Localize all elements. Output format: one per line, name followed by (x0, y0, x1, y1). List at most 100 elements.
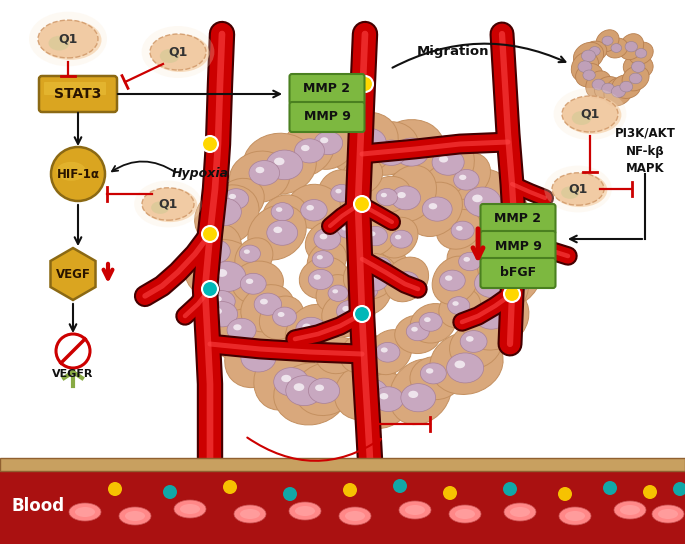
Ellipse shape (360, 244, 406, 283)
Ellipse shape (296, 317, 326, 342)
Ellipse shape (373, 387, 403, 411)
Ellipse shape (481, 213, 516, 242)
Ellipse shape (630, 73, 642, 84)
Ellipse shape (375, 140, 407, 165)
Text: MMP 9: MMP 9 (303, 110, 351, 123)
Ellipse shape (366, 274, 375, 280)
Ellipse shape (452, 301, 459, 306)
Ellipse shape (445, 275, 452, 281)
Ellipse shape (544, 165, 612, 212)
Ellipse shape (373, 262, 380, 267)
FancyBboxPatch shape (290, 102, 364, 132)
Ellipse shape (436, 209, 482, 249)
Text: MMP 9: MMP 9 (495, 239, 541, 252)
Ellipse shape (282, 375, 291, 382)
Ellipse shape (331, 184, 352, 202)
Ellipse shape (240, 285, 294, 332)
Circle shape (393, 479, 407, 493)
Ellipse shape (575, 64, 603, 87)
FancyBboxPatch shape (480, 231, 556, 261)
Ellipse shape (553, 173, 608, 207)
Ellipse shape (443, 153, 490, 199)
Text: Migration: Migration (416, 46, 489, 59)
Ellipse shape (384, 165, 436, 221)
Ellipse shape (377, 217, 418, 258)
Ellipse shape (622, 66, 649, 91)
Ellipse shape (216, 178, 264, 222)
Ellipse shape (429, 203, 437, 209)
Ellipse shape (342, 226, 347, 231)
Text: bFGF: bFGF (500, 267, 536, 280)
Ellipse shape (572, 111, 591, 125)
Ellipse shape (174, 500, 206, 518)
Ellipse shape (399, 501, 431, 519)
Ellipse shape (271, 202, 294, 221)
Ellipse shape (353, 347, 375, 366)
Ellipse shape (619, 34, 644, 60)
Ellipse shape (306, 205, 314, 211)
Ellipse shape (390, 230, 412, 248)
FancyBboxPatch shape (44, 82, 106, 95)
Ellipse shape (369, 257, 391, 276)
Circle shape (643, 485, 657, 499)
Ellipse shape (605, 38, 628, 58)
Ellipse shape (234, 324, 242, 330)
Ellipse shape (266, 220, 298, 245)
Circle shape (354, 306, 370, 322)
Ellipse shape (395, 271, 419, 291)
Ellipse shape (260, 296, 304, 339)
Ellipse shape (318, 170, 358, 210)
Ellipse shape (451, 221, 474, 240)
Ellipse shape (459, 252, 482, 271)
Ellipse shape (411, 327, 418, 332)
Ellipse shape (395, 315, 440, 354)
Ellipse shape (355, 373, 412, 429)
Ellipse shape (354, 281, 378, 300)
Text: Q1: Q1 (58, 33, 77, 46)
Text: HIF-1α: HIF-1α (56, 168, 99, 181)
Ellipse shape (440, 270, 465, 291)
Circle shape (673, 482, 685, 496)
Ellipse shape (460, 331, 487, 353)
Circle shape (56, 334, 90, 368)
Ellipse shape (320, 137, 328, 143)
Ellipse shape (334, 361, 399, 420)
Ellipse shape (184, 239, 259, 301)
Ellipse shape (232, 261, 284, 304)
Ellipse shape (206, 301, 238, 327)
Circle shape (51, 147, 105, 201)
Ellipse shape (235, 238, 273, 277)
Ellipse shape (384, 257, 429, 302)
Ellipse shape (308, 269, 333, 289)
Ellipse shape (453, 170, 479, 190)
Ellipse shape (400, 276, 407, 282)
Ellipse shape (506, 271, 516, 279)
Ellipse shape (466, 336, 473, 342)
Ellipse shape (336, 189, 342, 194)
Ellipse shape (382, 146, 391, 153)
Ellipse shape (316, 255, 323, 259)
Ellipse shape (429, 332, 503, 394)
Ellipse shape (249, 351, 258, 358)
Ellipse shape (463, 191, 532, 252)
Ellipse shape (472, 195, 483, 202)
Ellipse shape (432, 256, 479, 305)
Ellipse shape (38, 20, 101, 60)
Ellipse shape (151, 34, 210, 72)
Ellipse shape (573, 42, 603, 70)
Ellipse shape (488, 220, 499, 227)
Ellipse shape (510, 507, 530, 517)
Ellipse shape (578, 61, 592, 72)
Ellipse shape (455, 361, 465, 368)
Ellipse shape (307, 241, 347, 280)
Ellipse shape (201, 240, 230, 263)
Ellipse shape (348, 216, 396, 256)
Ellipse shape (589, 47, 600, 55)
Text: MMP 2: MMP 2 (303, 83, 351, 96)
Ellipse shape (432, 149, 464, 175)
Ellipse shape (142, 188, 194, 220)
Ellipse shape (195, 277, 248, 322)
Ellipse shape (625, 41, 638, 52)
Ellipse shape (301, 200, 327, 221)
Ellipse shape (244, 250, 250, 254)
